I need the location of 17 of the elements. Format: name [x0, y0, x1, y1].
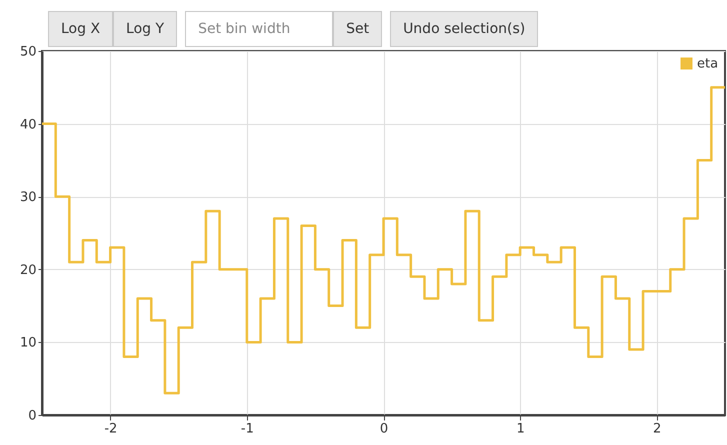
set-button: Set: [333, 11, 382, 47]
log-x-button: Log X: [48, 11, 114, 47]
y-tick-label: 0: [28, 408, 36, 424]
y-tick-label: 10: [20, 336, 36, 351]
x-tick-label: -1: [240, 422, 254, 436]
bin-width-field: Set bin width: [185, 11, 334, 47]
x-tick-label: -2: [104, 422, 118, 436]
y-tick-label: 40: [20, 117, 36, 132]
legend-label: eta: [697, 56, 718, 72]
y-tick-label: 20: [20, 262, 36, 278]
x-tick-label: 1: [516, 422, 525, 436]
x-tick-label: 2: [653, 422, 662, 436]
log-y-button: Log Y: [113, 11, 178, 47]
undo-button: Undo selection(s): [390, 11, 538, 47]
y-tick-label: 30: [20, 190, 36, 206]
x-tick-label: 0: [380, 422, 388, 436]
y-tick-label: 50: [20, 44, 36, 60]
